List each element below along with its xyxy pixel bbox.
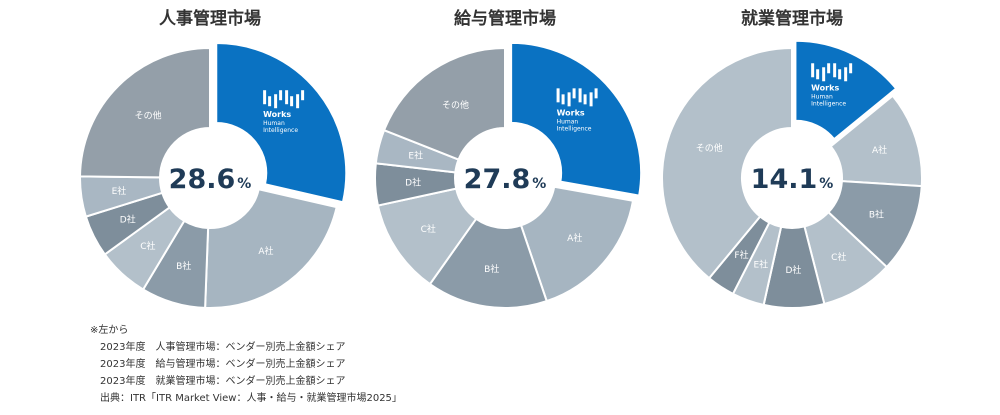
slice-label: B社 [869, 209, 884, 221]
slice-works-human-intelligence [794, 39, 898, 141]
footnote-line: 2023年度 人事管理市場：ベンダー別売上金額シェア [100, 342, 346, 353]
slice-label: E社 [753, 259, 768, 271]
logo-text: Intelligence [557, 125, 592, 132]
slice-label: C社 [140, 240, 155, 252]
pie-charts: 人事管理市場WorksHumanIntelligenceA社B社C社D社E社その… [78, 8, 923, 309]
donut-hole [160, 128, 260, 228]
logo-text: Intelligence [263, 127, 298, 134]
slice-label: A社 [258, 245, 273, 257]
center-unit: % [532, 176, 546, 192]
slice-label: その他 [442, 99, 469, 111]
slice-label: E社 [112, 185, 127, 197]
donut-hole [742, 128, 842, 228]
logo-text: Human [557, 118, 579, 125]
donut-hole [455, 128, 555, 228]
slice-label: C社 [421, 223, 436, 235]
footnote-line: 2023年度 就業管理市場：ベンダー別売上金額シェア [100, 376, 346, 387]
logo-text: Intelligence [811, 100, 846, 107]
slice-label: その他 [696, 142, 723, 154]
chart-title: 就業管理市場 [741, 8, 843, 29]
center-value: 28.6 [169, 164, 236, 195]
logo-text: Human [263, 120, 285, 127]
footnote: ※左から 2023年度 人事管理市場：ベンダー別売上金額シェア 2023年度 給… [90, 322, 690, 407]
slice-label: E社 [408, 150, 423, 162]
slice-label: F社 [734, 249, 748, 261]
slice-label: D社 [405, 177, 421, 189]
slice-label: A社 [567, 232, 582, 244]
center-value: 14.1 [751, 164, 818, 195]
footnote-lead: ※左から [90, 325, 129, 336]
footnote-line: 出典：ITR「ITR Market View：人事・給与・就業管理市場2025」 [100, 393, 402, 404]
slice-label: その他 [135, 109, 162, 121]
chart-title: 人事管理市場 [159, 8, 261, 29]
slice-label: D社 [120, 213, 136, 225]
center-unit: % [237, 176, 251, 192]
slice-label: C社 [831, 251, 846, 263]
slice-works-human-intelligence [215, 42, 348, 204]
footnote-line: 2023年度 給与管理市場：ベンダー別売上金額シェア [100, 359, 346, 370]
logo-text: Human [811, 93, 833, 100]
center-percentage: 27.8% [464, 164, 547, 195]
slice-label: D社 [785, 264, 801, 276]
center-percentage: 14.1% [751, 164, 834, 195]
slice-label: A社 [872, 144, 887, 156]
chart-title: 給与管理市場 [454, 8, 556, 29]
center-unit: % [819, 176, 833, 192]
slice-label: B社 [176, 260, 191, 272]
logo-text: Works [811, 83, 839, 92]
logo-text: Works [557, 108, 585, 117]
center-percentage: 28.6% [169, 164, 252, 195]
slice-works-human-intelligence [510, 41, 643, 197]
slice-label: B社 [484, 263, 499, 275]
center-value: 27.8 [464, 164, 531, 195]
logo-text: Works [263, 110, 291, 119]
